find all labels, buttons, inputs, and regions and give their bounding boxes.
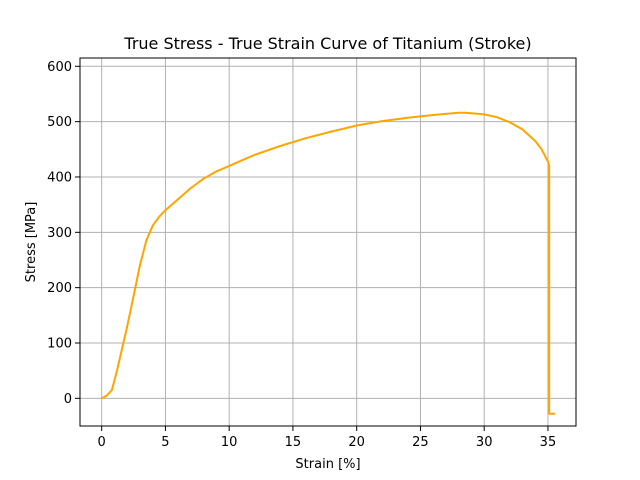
x-tick-label: 20 <box>348 435 365 450</box>
x-tick-label: 15 <box>285 435 302 450</box>
y-axis-ticks: 0 100 200 300 400 500 600 <box>47 60 80 407</box>
stress-strain-line <box>100 111 556 415</box>
x-axis-label: Strain [%] <box>295 457 360 472</box>
y-tick-label: 300 <box>47 226 72 241</box>
x-tick-label: 30 <box>476 435 493 450</box>
y-tick-label: 500 <box>47 115 72 130</box>
chart-title: True Stress - True Strain Curve of Titan… <box>123 34 531 53</box>
y-tick-label: 600 <box>47 60 72 75</box>
x-tick-label: 5 <box>161 435 169 450</box>
x-tick-label: 35 <box>540 435 557 450</box>
plot-frame <box>79 57 577 427</box>
y-axis-label: Stress [MPa] <box>24 202 39 283</box>
x-tick-label: 10 <box>221 435 238 450</box>
y-tick-label: 400 <box>47 170 72 185</box>
y-tick-label: 200 <box>47 281 72 296</box>
y-tick-label: 0 <box>64 392 72 407</box>
x-tick-label: 0 <box>98 435 106 450</box>
x-tick-label: 25 <box>412 435 429 450</box>
grid-lines <box>80 58 576 426</box>
y-tick-label: 100 <box>47 336 72 351</box>
x-axis-ticks: 0 5 10 15 20 25 30 35 <box>98 426 557 450</box>
series-layer <box>100 111 556 415</box>
